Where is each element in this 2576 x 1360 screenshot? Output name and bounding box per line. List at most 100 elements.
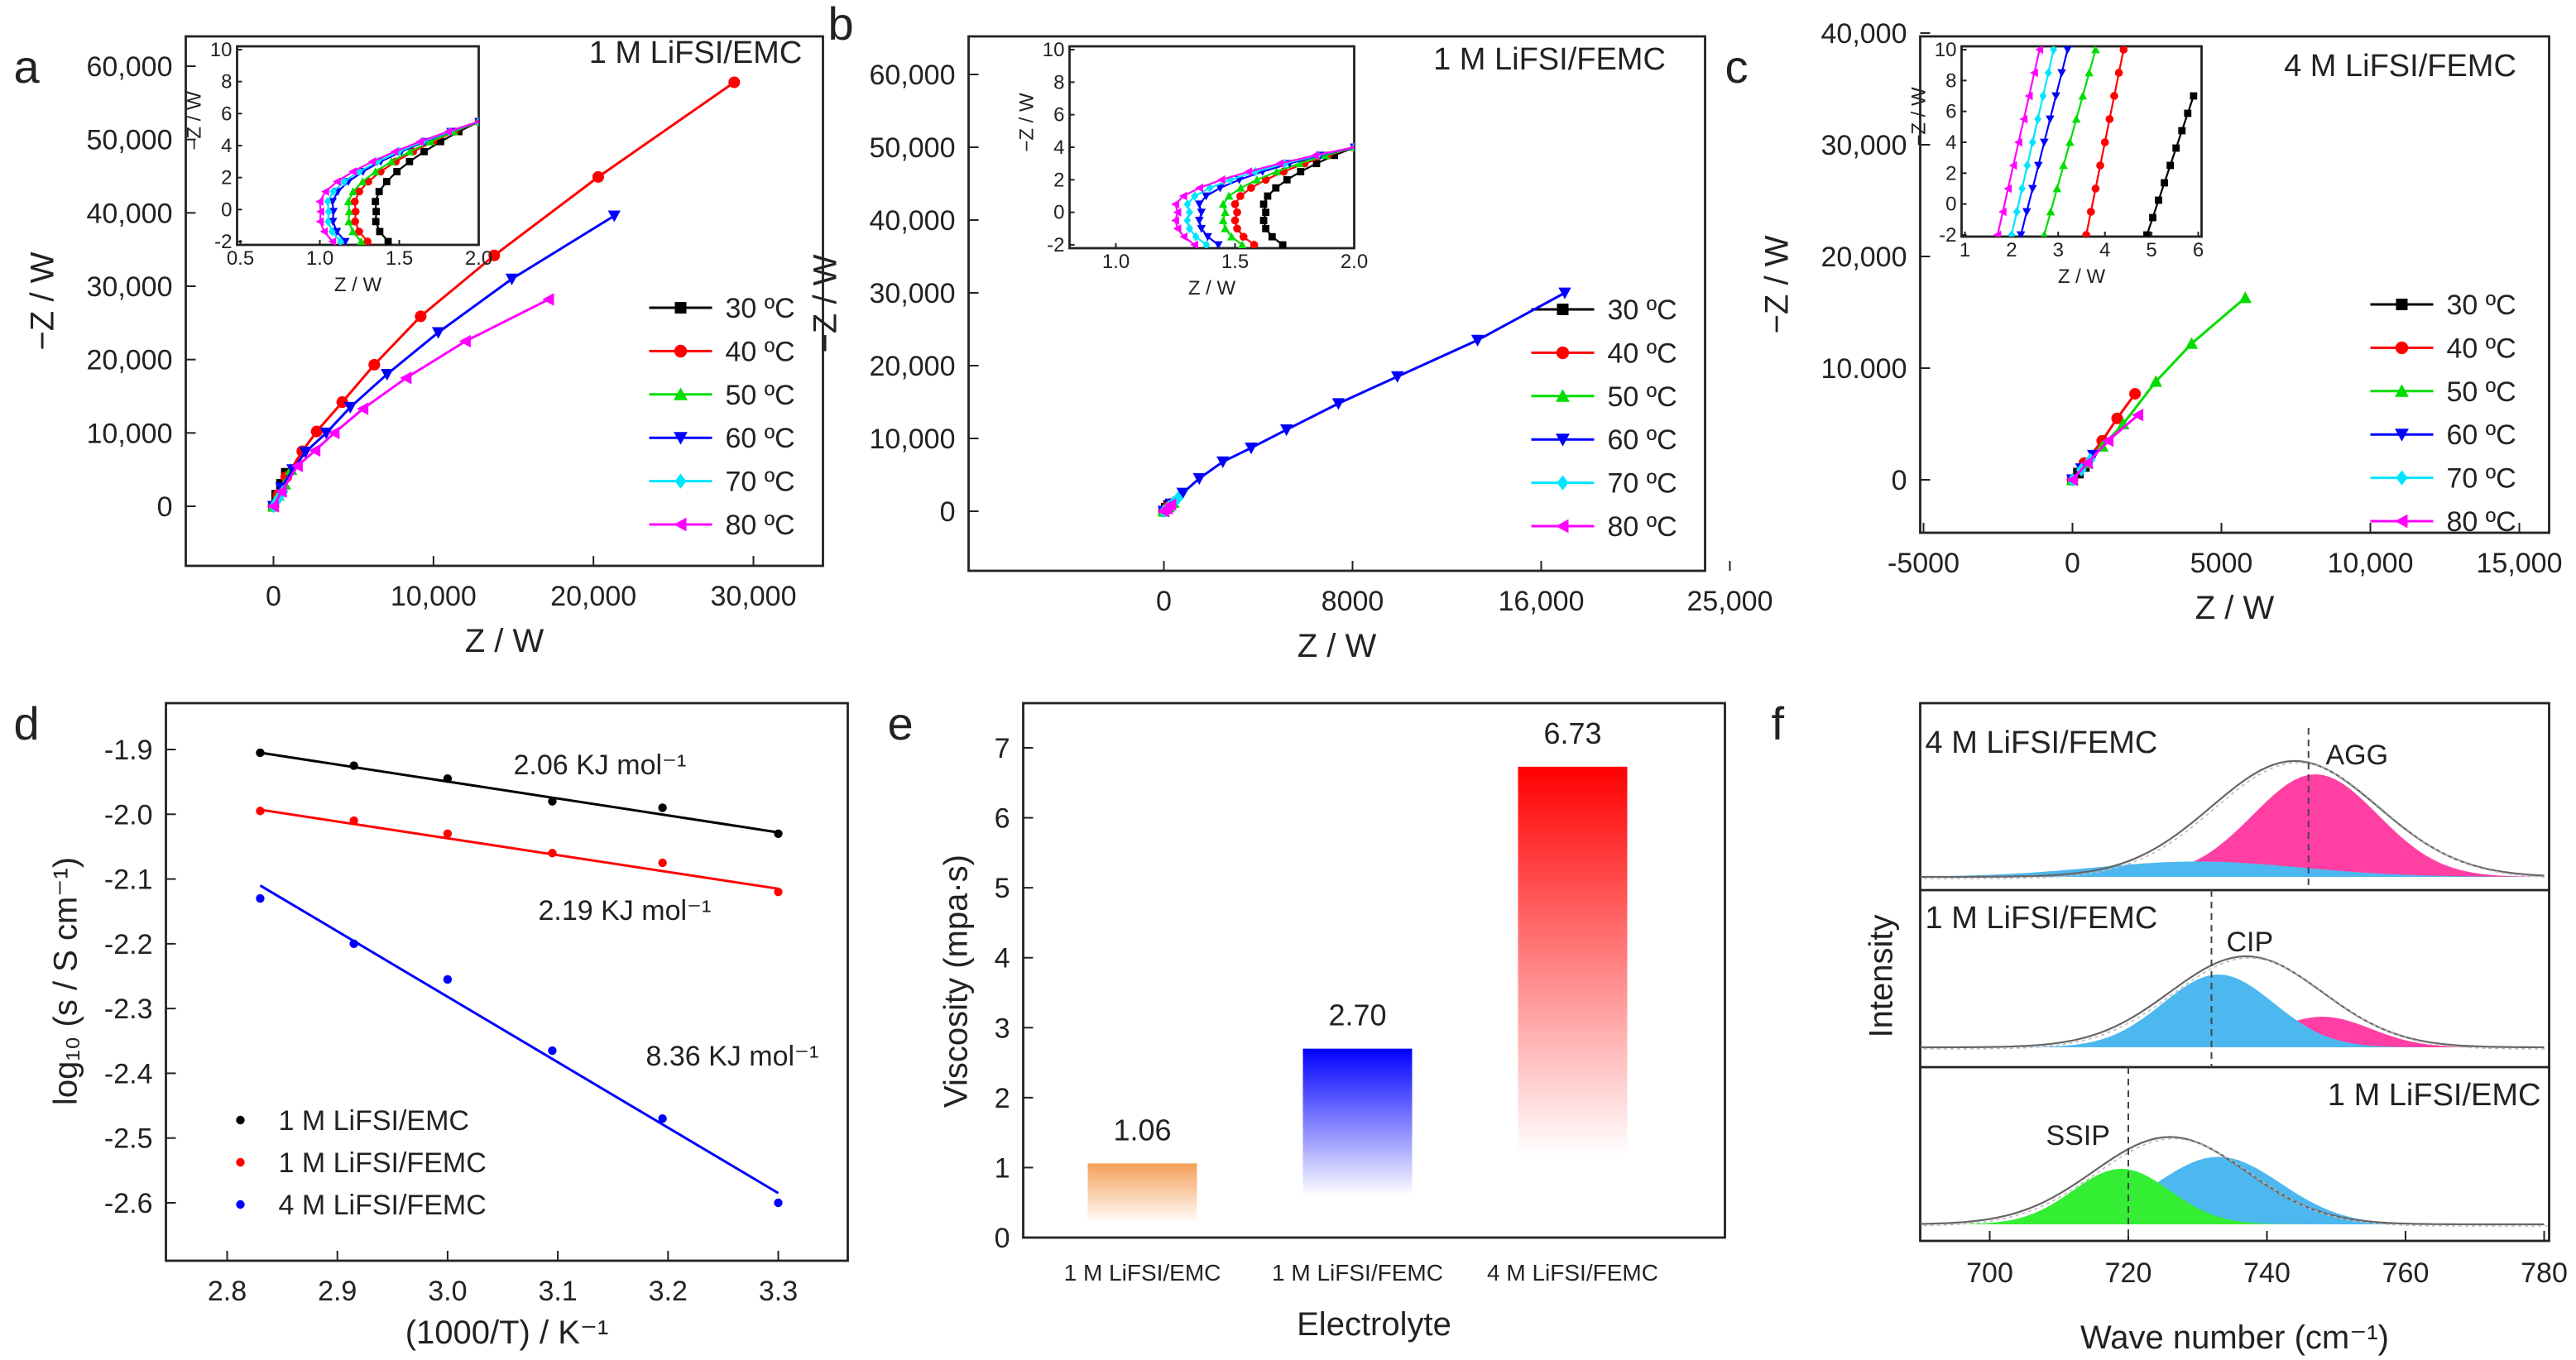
inset-point [2040,138,2049,147]
y-tick-label: 50,000 [87,125,173,156]
y-tick-label: 5 [995,873,1010,904]
x-tick-label: 3.1 [538,1276,577,1307]
legend-label: 1 M LiFSI/EMC [279,1105,469,1137]
inset-point [1221,224,1230,232]
y-tick-label: 2 [221,167,232,189]
data-point [1558,287,1571,299]
inset-point [1250,241,1259,248]
y-tick-label: 60,000 [870,60,956,91]
x-tick-label: 2.9 [318,1276,357,1307]
inset-point [393,168,401,175]
x-tick-label: 8000 [1322,586,1384,617]
inset-point [348,187,357,195]
x-tick-label: 5 [2146,239,2156,261]
y-tick-label: 10,000 [870,424,956,455]
inset-point [351,217,360,226]
panel-title: 1 M LiFSI/EMC [589,36,803,70]
inset-point [329,186,338,197]
data-point [1245,443,1258,455]
y-tick-label: 40,000 [1821,18,1907,50]
data-point [1470,334,1485,347]
legend-label: 80 ºC [2447,506,2516,538]
inset-point [340,176,348,187]
inset-point [2149,213,2156,222]
axes-frame [185,35,824,567]
inset-point [2024,91,2033,101]
inset-point [1268,232,1276,241]
x-tick-label: 0 [1156,586,1172,617]
panel-letter-c: c [1725,41,1749,93]
legend-label: 30 ºC [726,293,795,324]
inset-point [1216,175,1226,184]
y-tick-label: 40,000 [870,205,956,237]
activation-energy-label: 8.36 KJ mol⁻¹ [646,1041,819,1072]
inset-point [1236,192,1245,200]
sample-label: 1 M LiFSI/EMC [2328,1078,2541,1113]
inset-point [344,217,353,226]
inset-point [1171,216,1179,225]
inset-point [1993,230,2002,237]
legend-marker [2396,470,2408,486]
x-axis-label: Z / W [465,623,544,659]
inset-point [1178,191,1187,201]
inset-point [1195,217,1204,225]
inset-point [1218,216,1228,224]
legend-label: 30 ºC [2447,290,2516,321]
series-5 [1157,498,1177,518]
inset-point [2035,46,2044,55]
x-category-label: 1 M LiFSI/EMC [1064,1260,1221,1286]
data-point [607,210,621,223]
y-axis-label: Viscosity (mpa·s) [938,855,975,1108]
inset-point [1272,167,1282,175]
legend-label: 1 M LiFSI/FEMC [279,1147,487,1179]
y-tick-label: 4 [1053,136,1064,159]
data-point [774,888,783,897]
raw-spectrum [1923,957,2548,1050]
raman-subpanel-1: 1 M LiFSI/FEMC CIP [1920,890,2548,1067]
inset-point [426,136,435,146]
inset-point [1312,160,1321,168]
axes-frame [1022,702,1726,1239]
inset-point [2003,184,2012,194]
legend-marker [236,1200,245,1209]
inset-point [1179,232,1188,242]
inset-point [2119,46,2128,54]
x-axis-label: Z / W [1298,628,1377,664]
inset-point [1236,183,1245,192]
legend-marker [1557,475,1569,491]
data-point [488,249,501,261]
inset-frame [1960,45,2203,238]
species-label: SSIP [2046,1120,2110,1152]
legend-marker [674,432,688,445]
inset-point [2096,161,2104,170]
legend-marker [674,387,688,400]
sample-label: 1 M LiFSI/FEMC [1926,901,2158,936]
y-tick-label: 7 [995,733,1010,764]
series-line [1163,291,1566,513]
inset-point [2050,46,2058,55]
bar [1518,766,1628,1155]
panel-f-raman: 700 720 740 760 780 Wave number (cm⁻¹) Intensi… [1864,702,2568,1356]
inset-point [2014,137,2022,147]
legend-marker [1557,304,1569,315]
inset-y-label: −Z / W [1908,87,1931,146]
inset-point [2100,138,2109,146]
y-tick-label: 6 [1053,104,1064,127]
inset-point [1216,184,1225,193]
inset-point [350,197,359,206]
inset-curves [315,117,479,245]
legend-marker [2395,384,2409,397]
inset-point [1171,199,1179,209]
inset-point [2019,114,2028,124]
x-tick-label: 2.0 [1341,251,1368,273]
inset-point [1197,224,1206,233]
inset-point [1195,200,1204,209]
legend-marker [674,517,687,532]
inset-point [1203,232,1212,242]
panel-a-nyquist: 0 10,000 20,000 30,000010,00020,00030,00040… [25,35,824,659]
y-tick-label: -2 [1047,234,1064,256]
inset-point [2091,46,2100,54]
legend-marker [236,1157,245,1167]
data-point [290,459,303,472]
x-category-label: 1 M LiFSI/FEMC [1272,1260,1443,1286]
